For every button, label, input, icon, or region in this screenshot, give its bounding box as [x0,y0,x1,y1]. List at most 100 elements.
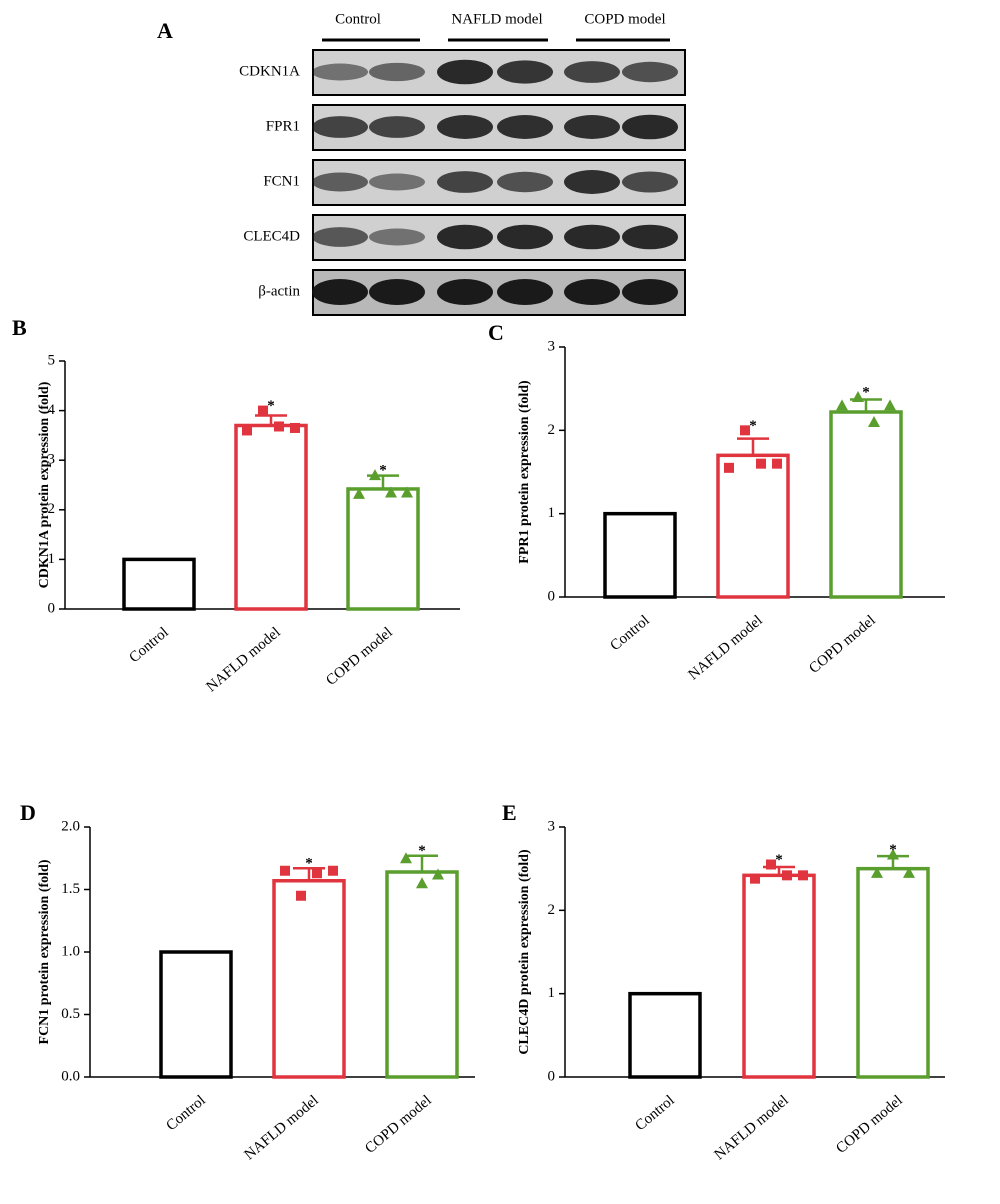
significance-mark: * [749,418,757,434]
bar [122,557,196,611]
significance-mark: * [379,463,387,479]
y-tick-label: 1 [548,505,556,521]
y-tick-label: 0 [548,588,556,604]
blot-band [369,228,425,246]
y-axis-label: FPR1 protein expression (fold) [517,380,532,564]
row-label: CLEC4D [243,228,300,244]
y-tick-label: 5 [48,352,56,368]
x-tick-label: COPD model [323,624,396,688]
data-point [312,868,322,879]
y-axis-label: CDKN1A protein expression (fold) [37,381,52,588]
blot-band [369,116,425,138]
blot-band [497,224,553,250]
y-tick-label: 0 [48,600,56,616]
bar [856,866,930,1079]
bar [628,991,702,1079]
bar [716,453,790,599]
y-tick-label: 2 [548,422,556,438]
panel-label: D [20,800,36,825]
blot-band [369,62,425,82]
blot-band [437,171,493,193]
blot-band [437,59,493,85]
row-label: FPR1 [266,118,300,134]
blot-band [622,61,678,83]
bar [742,873,816,1079]
data-point [772,458,782,469]
x-tick-label: COPD model [833,1092,906,1156]
blot-band [437,115,493,139]
significance-mark: * [889,842,897,858]
x-tick-label: NAFLD model [712,1092,792,1163]
group-label: NAFLD model [451,11,542,27]
panel-label: E [502,800,517,825]
x-tick-label: COPD model [362,1092,435,1156]
panel-label: B [12,315,27,340]
significance-mark: * [862,384,870,400]
x-tick-label: NAFLD model [686,612,766,683]
blot-band [497,115,553,139]
y-tick-label: 1.0 [61,943,80,959]
blot-band [497,279,553,305]
data-point [400,852,412,864]
data-point [328,865,338,876]
y-tick-label: 2 [48,501,56,517]
blot-band [564,170,620,194]
x-tick-label: Control [126,624,171,666]
y-tick-label: 0.5 [61,1006,80,1022]
data-point [432,868,444,880]
blot-band [437,279,493,305]
data-point [296,890,306,901]
data-point [369,469,381,481]
y-tick-label: 1 [548,985,556,1001]
data-point [290,422,300,433]
blot-band [369,279,425,305]
blot-band [564,224,620,250]
y-tick-label: 2.0 [61,818,80,834]
blot-band [497,171,553,193]
data-point [258,405,268,416]
blot-band [564,279,620,305]
group-label: Control [335,11,381,27]
y-tick-label: 3 [548,338,556,354]
row-label: FCN1 [263,173,300,189]
significance-mark: * [305,856,313,872]
data-point [887,848,899,860]
data-point [416,877,428,889]
data-point [871,866,883,878]
y-tick-label: 2 [548,902,556,918]
data-point [401,486,413,498]
y-tick-label: 1.5 [61,881,80,897]
group-label: COPD model [584,11,665,27]
y-axis-label: CLEC4D protein expression (fold) [517,849,532,1055]
bar [829,410,903,599]
data-point [884,399,896,411]
data-point [750,873,760,884]
data-point [836,399,848,411]
x-tick-label: NAFLD model [242,1092,322,1163]
panel-label: C [488,320,504,345]
blot-band [564,115,620,139]
bar [272,879,346,1079]
blot-band [622,171,678,193]
row-label: β-actin [258,283,300,299]
x-tick-label: Control [632,1092,677,1134]
blot-band [312,227,368,247]
blot-band [497,60,553,84]
data-point [903,866,915,878]
y-axis-label: FCN1 protein expression (fold) [37,859,52,1044]
x-tick-label: Control [163,1092,208,1134]
data-point [852,391,864,402]
significance-mark: * [775,852,783,868]
blot-band [622,279,678,305]
blot-band [312,116,368,138]
y-tick-label: 3 [548,818,556,834]
significance-mark: * [267,398,275,414]
data-point [756,458,766,469]
significance-mark: * [418,843,426,859]
bar [234,423,308,611]
blot-band [437,224,493,250]
data-point [242,425,252,436]
bar [159,950,233,1079]
